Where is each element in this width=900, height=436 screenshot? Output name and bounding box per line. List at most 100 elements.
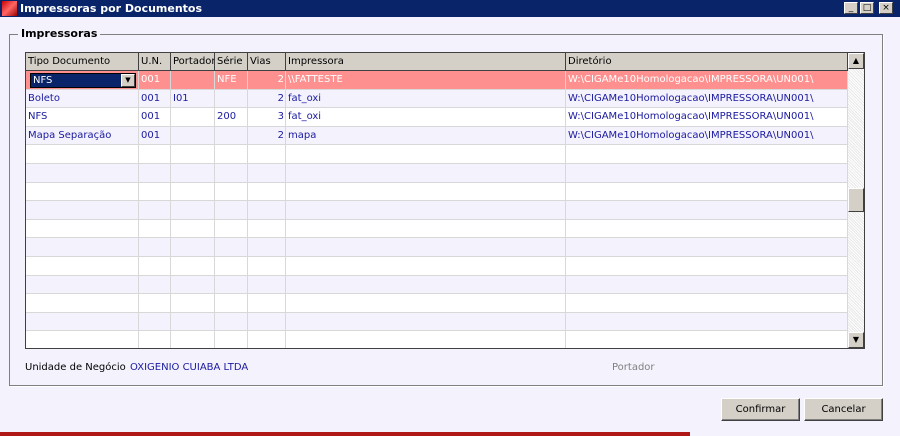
table-row[interactable] [26,201,848,220]
cell-portador[interactable] [171,219,215,238]
col-header-diretorio[interactable]: Diretório [566,53,848,71]
cell-diretorio[interactable]: W:\CIGAMe10Homologacao\IMPRESSORA\UN001\ [566,71,848,89]
cell-serie[interactable]: 200 [215,108,248,126]
cell-diretorio[interactable] [566,201,848,219]
cell-un[interactable] [139,164,171,182]
cell-tipo[interactable] [26,275,139,294]
table-row[interactable]: Boleto 001 I01 2 fat_oxi W:\CIGAMe10Homologac… [26,89,848,109]
scroll-thumb[interactable] [848,188,864,212]
cell-portador[interactable] [171,71,215,89]
table-row[interactable] [26,312,848,332]
cell-un[interactable]: 001 [139,71,171,89]
cell-tipo[interactable] [26,164,139,182]
cell-diretorio[interactable]: W:\CIGAMe10Homologacao\IMPRESSORA\UN001\ [566,89,848,108]
table-row[interactable] [26,257,848,276]
table-row[interactable] [26,219,848,239]
cell-impressora[interactable]: mapa [286,126,566,145]
cell-un[interactable]: 001 [139,108,171,126]
table-row[interactable] [26,275,848,295]
cell-tipo[interactable]: NFS [26,108,139,126]
cell-serie[interactable] [215,89,248,108]
cell-impressora[interactable] [286,201,566,219]
cell-vias[interactable]: 2 [248,126,286,145]
cell-tipo[interactable] [26,201,139,219]
cell-un[interactable] [139,331,171,348]
cell-serie[interactable] [215,219,248,238]
col-header-tipo[interactable]: Tipo Documento [26,53,139,71]
cell-serie[interactable] [215,126,248,145]
cell-serie[interactable] [215,294,248,312]
cell-portador[interactable] [171,108,215,126]
cell-portador[interactable] [171,182,215,201]
cell-diretorio[interactable]: W:\CIGAMe10Homologacao\IMPRESSORA\UN001\ [566,126,848,145]
cell-vias[interactable] [248,294,286,312]
cell-vias[interactable] [248,164,286,182]
cell-diretorio[interactable] [566,238,848,256]
col-header-serie[interactable]: Série [215,53,248,71]
cell-un[interactable] [139,219,171,238]
vertical-scrollbar[interactable]: ▲ ▼ [848,53,864,348]
cell-vias[interactable] [248,219,286,238]
cell-portador[interactable] [171,238,215,256]
table-row[interactable] [26,182,848,202]
chevron-down-icon[interactable]: ▼ [121,74,135,87]
cell-tipo[interactable]: Mapa Separação [26,126,139,145]
cell-diretorio[interactable] [566,219,848,238]
cell-un[interactable] [139,257,171,275]
cell-impressora[interactable] [286,182,566,201]
cell-impressora[interactable] [286,238,566,256]
cell-serie[interactable] [215,238,248,256]
cell-un[interactable]: 001 [139,89,171,108]
cell-impressora[interactable] [286,331,566,348]
table-row[interactable] [26,164,848,183]
cell-impressora[interactable] [286,257,566,275]
cell-portador[interactable] [171,145,215,163]
cell-impressora[interactable]: fat_oxi [286,108,566,126]
table-row[interactable] [26,331,848,348]
cell-tipo[interactable]: NFS ▼ [26,71,139,89]
cell-impressora[interactable] [286,145,566,163]
cancel-button[interactable]: Cancelar [804,398,883,421]
cell-serie[interactable]: NFE [215,71,248,89]
cell-impressora[interactable] [286,275,566,294]
cell-tipo[interactable] [26,145,139,163]
cell-un[interactable] [139,238,171,256]
cell-vias[interactable] [248,201,286,219]
cell-impressora[interactable] [286,164,566,182]
cell-portador[interactable] [171,164,215,182]
cell-serie[interactable] [215,312,248,331]
cell-tipo[interactable]: Boleto [26,89,139,108]
table-row[interactable] [26,145,848,164]
table-row[interactable] [26,238,848,257]
cell-diretorio[interactable] [566,145,848,163]
scroll-down-icon[interactable]: ▼ [848,332,864,348]
cell-diretorio[interactable] [566,275,848,294]
cell-vias[interactable]: 3 [248,108,286,126]
cell-diretorio[interactable] [566,257,848,275]
cell-impressora[interactable] [286,294,566,312]
cell-vias[interactable]: 2 [248,89,286,108]
cell-serie[interactable] [215,145,248,163]
cell-impressora[interactable] [286,312,566,331]
cell-serie[interactable] [215,331,248,348]
cell-diretorio[interactable] [566,182,848,201]
cell-portador[interactable] [171,257,215,275]
cell-un[interactable] [139,275,171,294]
cell-tipo[interactable] [26,331,139,348]
cell-un[interactable] [139,201,171,219]
tipo-documento-combo[interactable]: NFS ▼ [30,73,136,88]
cell-portador[interactable] [171,275,215,294]
cell-vias[interactable] [248,238,286,256]
minimize-button[interactable]: _ [844,2,858,14]
cell-portador[interactable] [171,331,215,348]
cell-vias[interactable] [248,312,286,331]
cell-vias[interactable]: 2 [248,71,286,89]
cell-vias[interactable] [248,182,286,201]
close-button[interactable]: × [879,2,893,14]
cell-vias[interactable] [248,275,286,294]
table-row[interactable] [26,294,848,313]
cell-un[interactable] [139,294,171,312]
cell-un[interactable]: 001 [139,126,171,145]
cell-serie[interactable] [215,182,248,201]
cell-portador[interactable] [171,312,215,331]
